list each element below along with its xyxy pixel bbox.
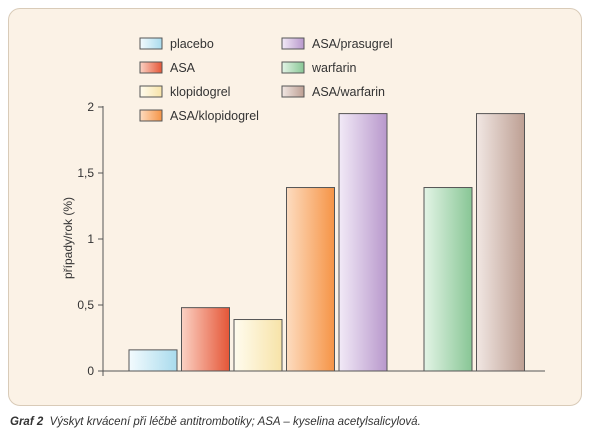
caption-label: Graf 2 <box>10 416 44 428</box>
legend-swatch-asa-klopidogrel <box>139 109 163 122</box>
legend-label-klopidogrel: klopidogrel <box>170 85 230 99</box>
legend-swatch-asa-prasugrel <box>281 37 305 50</box>
bar-asa-warfarin <box>476 113 525 372</box>
y-tick-label: 2 <box>87 100 94 114</box>
legend-label-asa-klopidogrel: ASA/klopidogrel <box>170 109 259 123</box>
bar-chart: placebo ASA klopidogrel ASA/klopidogrel ASA/… <box>61 37 545 378</box>
y-tick-label: 0,5 <box>77 298 94 312</box>
bar-warfarin <box>423 187 473 372</box>
legend-swatch-asa-warfarin <box>281 85 305 98</box>
legend-label-warfarin: warfarin <box>311 61 357 75</box>
bar-klopidogrel <box>233 319 283 372</box>
bars <box>128 113 525 372</box>
bar-asa-klopidogrel <box>286 187 335 372</box>
legend-label-placebo: placebo <box>170 37 214 51</box>
legend-swatch-warfarin <box>281 61 305 74</box>
bar-asa-prasugrel <box>338 113 388 372</box>
y-tick-label: 0 <box>87 364 94 378</box>
legend: placebo ASA klopidogrel ASA/klopidogrel ASA/… <box>139 37 393 123</box>
legend-label-asa: ASA <box>170 61 196 75</box>
bar-placebo <box>128 349 178 372</box>
legend-swatch-klopidogrel <box>139 85 163 98</box>
y-tick-label: 1 <box>87 232 94 246</box>
legend-label-asa-warfarin: ASA/warfarin <box>312 85 385 99</box>
y-tick-label: 1,5 <box>77 166 94 180</box>
legend-swatch-placebo <box>139 37 163 50</box>
figure-caption: Graf 2 Výskyt krvácení při léčbě antitro… <box>10 416 585 428</box>
y-axis-title: případy/rok (%) <box>61 197 75 279</box>
caption-text: Výskyt krvácení při léčbě antitrombotiky… <box>49 416 421 428</box>
legend-swatch-asa <box>139 61 163 74</box>
bar-asa <box>181 307 230 372</box>
legend-label-asa-prasugrel: ASA/prasugrel <box>312 37 393 51</box>
